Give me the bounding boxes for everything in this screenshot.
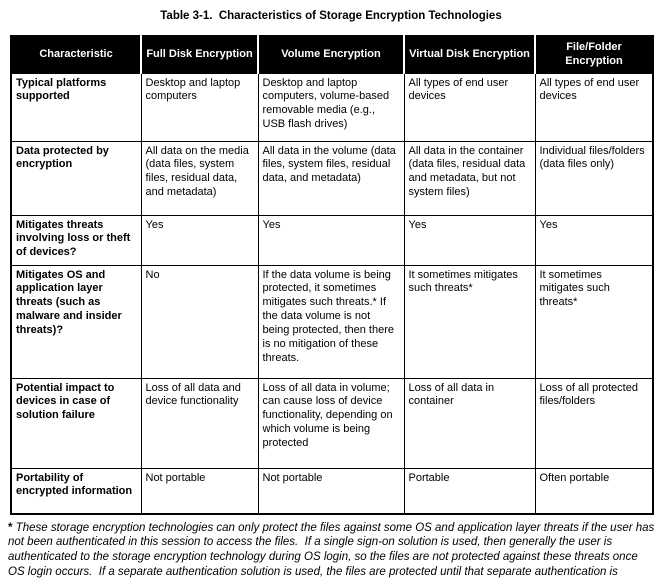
row-label: Mitigates OS and application layer threa… — [10, 264, 142, 379]
column-header-virtual-disk-encryption: Virtual Disk Encryption — [403, 36, 535, 73]
table-cell: All types of end user devices — [403, 72, 536, 142]
table-cell: All types of end user devices — [534, 72, 654, 142]
column-header-characteristic: Characteristic — [11, 36, 141, 73]
row-label: Portability of encrypted information — [10, 467, 142, 514]
column-header-file-folder-encryption: File/Folder Encryption — [534, 36, 653, 73]
column-header-volume-encryption: Volume Encryption — [257, 36, 404, 73]
table-cell: All data in the volume (data files, syst… — [257, 140, 405, 216]
table-cell: All data on the media (data files, syste… — [140, 140, 259, 216]
table-cell: No — [140, 264, 259, 379]
table-cell: Individual files/folders (data files onl… — [534, 140, 654, 216]
footnote-asterisk: * — [8, 521, 13, 534]
table-cell: Often portable — [534, 467, 654, 514]
table-cell: Desktop and laptop computers — [140, 72, 259, 142]
table-cell: Loss of all data and device functionalit… — [140, 377, 259, 469]
table-cell: Yes — [403, 214, 536, 266]
table-cell: Not portable — [257, 467, 405, 514]
row-label: Data protected by encryption — [10, 140, 142, 216]
table-cell: It sometimes mitigates such threats* — [403, 264, 536, 379]
table-cell: Not portable — [140, 467, 259, 514]
row-label: Potential impact to devices in case of s… — [10, 377, 142, 469]
storage-encryption-table: Characteristic Full Disk Encryption Volu… — [10, 35, 654, 515]
table-body: Typical platforms supported Desktop and … — [10, 72, 654, 514]
table-row-mitigates-os-threats: Mitigates OS and application layer threa… — [10, 264, 654, 379]
table-cell: Desktop and laptop computers, volume-bas… — [257, 72, 405, 142]
table-caption: Table 3-1. Characteristics of Storage En… — [160, 10, 502, 22]
table-row-mitigates-loss-theft: Mitigates threats involving loss or thef… — [10, 214, 654, 266]
table-row-typical-platforms: Typical platforms supported Desktop and … — [10, 72, 654, 142]
table-cell: Loss of all protected files/folders — [534, 377, 654, 469]
table-cell: Yes — [257, 214, 405, 266]
footnote-text: These storage encryption technologies ca… — [8, 521, 655, 578]
table-row-portability: Portability of encrypted information Not… — [10, 467, 654, 514]
table-header: Characteristic Full Disk Encryption Volu… — [11, 36, 653, 73]
table-cell: Loss of all data in volume; can cause lo… — [257, 377, 405, 469]
table-cell: Loss of all data in container — [403, 377, 536, 469]
table-cell: It sometimes mitigates such threats* — [534, 264, 654, 379]
header-row: Characteristic Full Disk Encryption Volu… — [11, 36, 653, 73]
table-cell: Yes — [140, 214, 259, 266]
table-cell: If the data volume is being protected, i… — [257, 264, 405, 379]
row-label: Typical platforms supported — [10, 72, 142, 142]
table-cell: All data in the container (data files, r… — [403, 140, 536, 216]
table-row-data-protected: Data protected by encryption All data on… — [10, 140, 654, 216]
table-cell: Yes — [534, 214, 654, 266]
column-header-full-disk-encryption: Full Disk Encryption — [140, 36, 258, 73]
table-row-potential-impact: Potential impact to devices in case of s… — [10, 377, 654, 469]
row-label: Mitigates threats involving loss or thef… — [10, 214, 142, 266]
table-footnote: * These storage encryption technologies … — [8, 521, 656, 580]
table-cell: Portable — [403, 467, 536, 514]
